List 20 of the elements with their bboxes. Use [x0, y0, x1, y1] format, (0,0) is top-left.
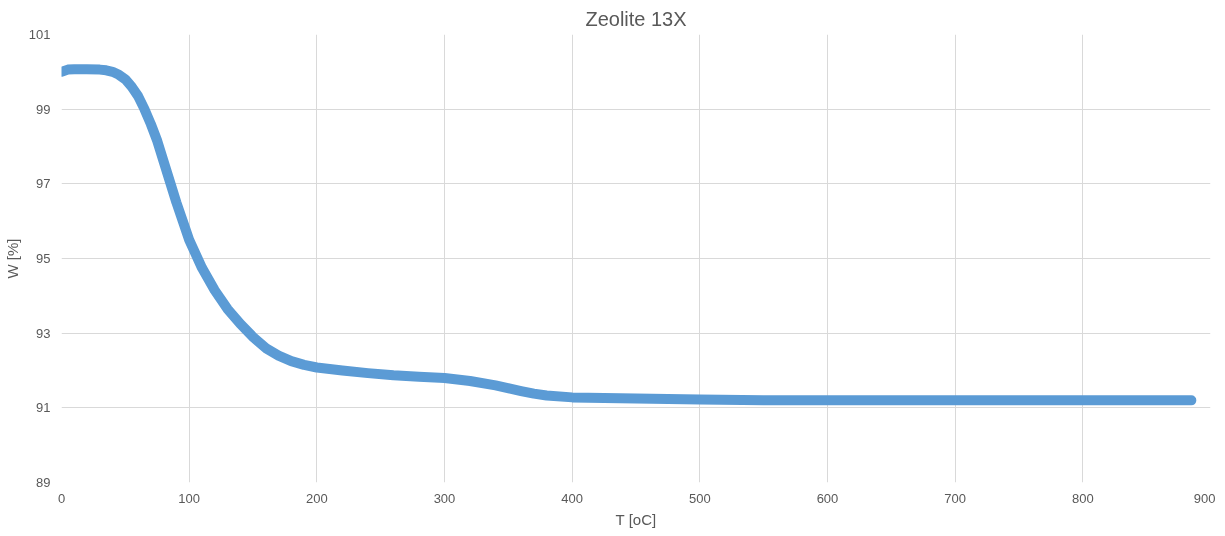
x-tick-label: 500 — [688, 490, 711, 506]
x-tick-label: 900 — [1193, 490, 1216, 506]
x-tick-label: 100 — [178, 490, 201, 506]
x-tick-label: 300 — [433, 490, 456, 506]
x-tick-label: 800 — [1071, 490, 1094, 506]
x-tick-label: 0 — [57, 490, 66, 506]
x-tick-label: 400 — [561, 490, 584, 506]
y-tick-label: 95 — [36, 251, 51, 266]
y-tick-label: 93 — [36, 325, 51, 341]
y-tick-label: 97 — [36, 176, 51, 192]
x-tick-label: 700 — [944, 490, 967, 506]
y-tick-label: 91 — [36, 400, 51, 416]
y-tick-label: 101 — [28, 27, 51, 42]
y-tick-label: 89 — [36, 475, 51, 490]
y-tick-label: 99 — [36, 101, 51, 117]
y-axis-title: W [%] — [3, 238, 21, 279]
x-axis-title: T [oC] — [615, 510, 657, 528]
x-tick-label: 600 — [816, 490, 839, 506]
x-tick-label: 200 — [305, 490, 328, 506]
chart-title: Zeolite 13X — [585, 7, 687, 30]
